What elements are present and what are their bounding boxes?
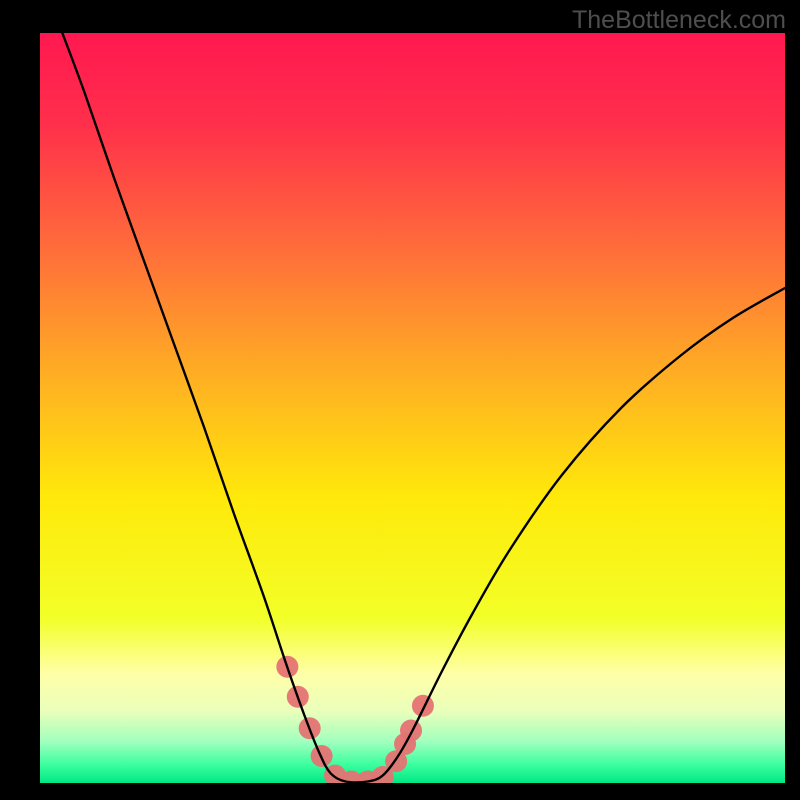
chart-stage: TheBottleneck.com xyxy=(0,0,800,800)
plot-area xyxy=(40,33,785,783)
marker-dot xyxy=(400,720,422,742)
plot-overlay xyxy=(40,33,785,783)
bottleneck-curve xyxy=(62,33,785,782)
marker-group xyxy=(276,656,434,783)
watermark-label: TheBottleneck.com xyxy=(572,6,786,35)
marker-dot xyxy=(412,695,434,717)
